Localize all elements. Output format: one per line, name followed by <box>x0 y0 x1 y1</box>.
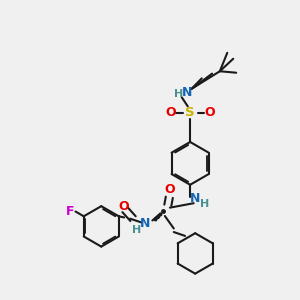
Text: H: H <box>200 199 210 209</box>
Text: H: H <box>174 89 184 99</box>
Text: O: O <box>204 106 215 119</box>
Text: O: O <box>166 106 176 119</box>
Text: H: H <box>132 225 141 235</box>
Text: O: O <box>118 200 129 213</box>
Text: O: O <box>165 183 175 196</box>
Text: N: N <box>182 86 192 99</box>
Text: N: N <box>140 217 151 230</box>
Text: S: S <box>185 106 195 119</box>
Text: N: N <box>190 192 201 205</box>
Text: F: F <box>66 205 74 218</box>
